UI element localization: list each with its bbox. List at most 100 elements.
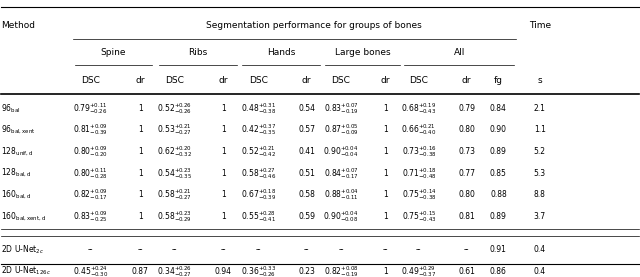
Text: 3.7: 3.7 bbox=[534, 212, 546, 221]
Text: 0.80: 0.80 bbox=[458, 125, 475, 134]
Text: 1: 1 bbox=[383, 169, 388, 178]
Text: 160$_{\mathrm{bal,xent,d}}$: 160$_{\mathrm{bal,xent,d}}$ bbox=[1, 210, 47, 222]
Text: 1: 1 bbox=[383, 104, 388, 113]
Text: $0.83^{+0.09}_{-0.25}$: $0.83^{+0.09}_{-0.25}$ bbox=[73, 209, 108, 224]
Text: $0.49^{+0.29}_{-0.37}$: $0.49^{+0.29}_{-0.37}$ bbox=[401, 264, 436, 277]
Text: $0.58^{+0.27}_{-0.46}$: $0.58^{+0.27}_{-0.46}$ bbox=[241, 166, 276, 181]
Text: 0.81: 0.81 bbox=[458, 212, 475, 221]
Text: s: s bbox=[538, 76, 542, 85]
Text: --: -- bbox=[220, 245, 226, 254]
Text: Hands: Hands bbox=[267, 48, 295, 57]
Text: 1: 1 bbox=[221, 147, 225, 156]
Text: 1: 1 bbox=[138, 147, 143, 156]
Text: 0.84: 0.84 bbox=[490, 104, 507, 113]
Text: 0.89: 0.89 bbox=[490, 212, 507, 221]
Text: 1: 1 bbox=[221, 169, 225, 178]
Text: 1: 1 bbox=[383, 125, 388, 134]
Text: Method: Method bbox=[1, 21, 35, 30]
Text: 0.59: 0.59 bbox=[298, 212, 315, 221]
Text: 0.23: 0.23 bbox=[298, 267, 315, 276]
Text: DSC: DSC bbox=[332, 76, 351, 85]
Text: 0.85: 0.85 bbox=[490, 169, 507, 178]
Text: 1: 1 bbox=[383, 147, 388, 156]
Text: --: -- bbox=[172, 245, 177, 254]
Text: $0.62^{+0.20}_{-0.32}$: $0.62^{+0.20}_{-0.32}$ bbox=[157, 144, 192, 159]
Text: All: All bbox=[454, 48, 465, 57]
Text: $0.83^{+0.07}_{-0.19}$: $0.83^{+0.07}_{-0.19}$ bbox=[324, 101, 358, 116]
Text: DSC: DSC bbox=[410, 76, 428, 85]
Text: --: -- bbox=[255, 245, 261, 254]
Text: 0.80: 0.80 bbox=[458, 190, 475, 199]
Text: DSC: DSC bbox=[249, 76, 268, 85]
Text: 0.57: 0.57 bbox=[298, 125, 315, 134]
Text: 1: 1 bbox=[383, 190, 388, 199]
Text: DSC: DSC bbox=[81, 76, 100, 85]
Text: 1: 1 bbox=[138, 169, 143, 178]
Text: 1: 1 bbox=[138, 104, 143, 113]
Text: $0.82^{+0.09}_{-0.17}$: $0.82^{+0.09}_{-0.17}$ bbox=[73, 187, 108, 202]
Text: 8.8: 8.8 bbox=[534, 190, 546, 199]
Text: 0.88: 0.88 bbox=[490, 190, 507, 199]
Text: 1: 1 bbox=[383, 212, 388, 221]
Text: 0.4: 0.4 bbox=[534, 267, 546, 276]
Text: 5.3: 5.3 bbox=[534, 169, 546, 178]
Text: Segmentation performance for groups of bones: Segmentation performance for groups of b… bbox=[205, 21, 422, 30]
Text: $0.75^{+0.15}_{-0.43}$: $0.75^{+0.15}_{-0.43}$ bbox=[401, 209, 436, 224]
Text: 1: 1 bbox=[383, 267, 388, 276]
Text: $0.68^{+0.19}_{-0.43}$: $0.68^{+0.19}_{-0.43}$ bbox=[401, 101, 436, 116]
Text: $0.84^{+0.07}_{-0.17}$: $0.84^{+0.07}_{-0.17}$ bbox=[324, 166, 358, 181]
Text: $0.52^{+0.21}_{-0.42}$: $0.52^{+0.21}_{-0.42}$ bbox=[241, 144, 276, 159]
Text: 96$_{\mathrm{bal,xent}}$: 96$_{\mathrm{bal,xent}}$ bbox=[1, 124, 36, 136]
Text: $0.52^{+0.26}_{-0.26}$: $0.52^{+0.26}_{-0.26}$ bbox=[157, 101, 192, 116]
Text: 2D U-Net$_{2c}$: 2D U-Net$_{2c}$ bbox=[1, 243, 45, 256]
Text: $0.53^{+0.21}_{-0.27}$: $0.53^{+0.21}_{-0.27}$ bbox=[157, 122, 192, 137]
Text: 160$_{\mathrm{bal,d}}$: 160$_{\mathrm{bal,d}}$ bbox=[1, 189, 32, 201]
Text: 5.2: 5.2 bbox=[534, 147, 546, 156]
Text: 0.89: 0.89 bbox=[490, 147, 507, 156]
Text: 2D U-Net$_{126c}$: 2D U-Net$_{126c}$ bbox=[1, 265, 51, 277]
Text: 0.54: 0.54 bbox=[298, 104, 315, 113]
Text: 128$_{\mathrm{bal,d}}$: 128$_{\mathrm{bal,d}}$ bbox=[1, 167, 32, 179]
Text: Spine: Spine bbox=[100, 48, 126, 57]
Text: 2.1: 2.1 bbox=[534, 104, 546, 113]
Text: $0.58^{+0.21}_{-0.27}$: $0.58^{+0.21}_{-0.27}$ bbox=[157, 187, 192, 202]
Text: Large bones: Large bones bbox=[335, 48, 390, 57]
Text: $0.45^{+0.24}_{-0.30}$: $0.45^{+0.24}_{-0.30}$ bbox=[73, 264, 108, 277]
Text: 1: 1 bbox=[138, 190, 143, 199]
Text: DSC: DSC bbox=[165, 76, 184, 85]
Text: 0.51: 0.51 bbox=[298, 169, 315, 178]
Text: 0.58: 0.58 bbox=[298, 190, 315, 199]
Text: 0.61: 0.61 bbox=[458, 267, 475, 276]
Text: 1: 1 bbox=[221, 212, 225, 221]
Text: $0.80^{+0.09}_{-0.20}$: $0.80^{+0.09}_{-0.20}$ bbox=[73, 144, 108, 159]
Text: $0.34^{+0.26}_{-0.27}$: $0.34^{+0.26}_{-0.27}$ bbox=[157, 264, 192, 277]
Text: $0.82^{+0.08}_{-0.19}$: $0.82^{+0.08}_{-0.19}$ bbox=[324, 264, 358, 277]
Text: $0.71^{+0.18}_{-0.48}$: $0.71^{+0.18}_{-0.48}$ bbox=[401, 166, 436, 181]
Text: $0.90^{+0.04}_{-0.04}$: $0.90^{+0.04}_{-0.04}$ bbox=[323, 144, 358, 159]
Text: fg: fg bbox=[494, 76, 503, 85]
Text: dr: dr bbox=[218, 76, 228, 85]
Text: --: -- bbox=[138, 245, 143, 254]
Text: $0.80^{+0.11}_{-0.28}$: $0.80^{+0.11}_{-0.28}$ bbox=[73, 166, 108, 181]
Text: Ribs: Ribs bbox=[188, 48, 207, 57]
Text: $0.88^{+0.04}_{-0.11}$: $0.88^{+0.04}_{-0.11}$ bbox=[324, 187, 358, 202]
Text: $0.73^{+0.16}_{-0.38}$: $0.73^{+0.16}_{-0.38}$ bbox=[401, 144, 436, 159]
Text: 0.94: 0.94 bbox=[214, 267, 232, 276]
Text: $0.67^{+0.18}_{-0.39}$: $0.67^{+0.18}_{-0.39}$ bbox=[241, 187, 276, 202]
Text: --: -- bbox=[339, 245, 344, 254]
Text: 96$_{\mathrm{bal}}$: 96$_{\mathrm{bal}}$ bbox=[1, 102, 21, 115]
Text: 0.4: 0.4 bbox=[534, 245, 546, 254]
Text: $0.55^{+0.28}_{-0.41}$: $0.55^{+0.28}_{-0.41}$ bbox=[241, 209, 276, 224]
Text: 1: 1 bbox=[221, 190, 225, 199]
Text: 0.77: 0.77 bbox=[458, 169, 475, 178]
Text: $0.75^{+0.14}_{-0.38}$: $0.75^{+0.14}_{-0.38}$ bbox=[401, 187, 436, 202]
Text: 128$_{\mathrm{unif,d}}$: 128$_{\mathrm{unif,d}}$ bbox=[1, 145, 34, 158]
Text: dr: dr bbox=[302, 76, 312, 85]
Text: --: -- bbox=[304, 245, 309, 254]
Text: dr: dr bbox=[136, 76, 145, 85]
Text: $0.79^{+0.11}_{-0.26}$: $0.79^{+0.11}_{-0.26}$ bbox=[74, 101, 108, 116]
Text: 0.73: 0.73 bbox=[458, 147, 475, 156]
Text: 0.91: 0.91 bbox=[490, 245, 507, 254]
Text: $0.66^{+0.21}_{-0.40}$: $0.66^{+0.21}_{-0.40}$ bbox=[401, 122, 436, 137]
Text: 0.86: 0.86 bbox=[490, 267, 507, 276]
